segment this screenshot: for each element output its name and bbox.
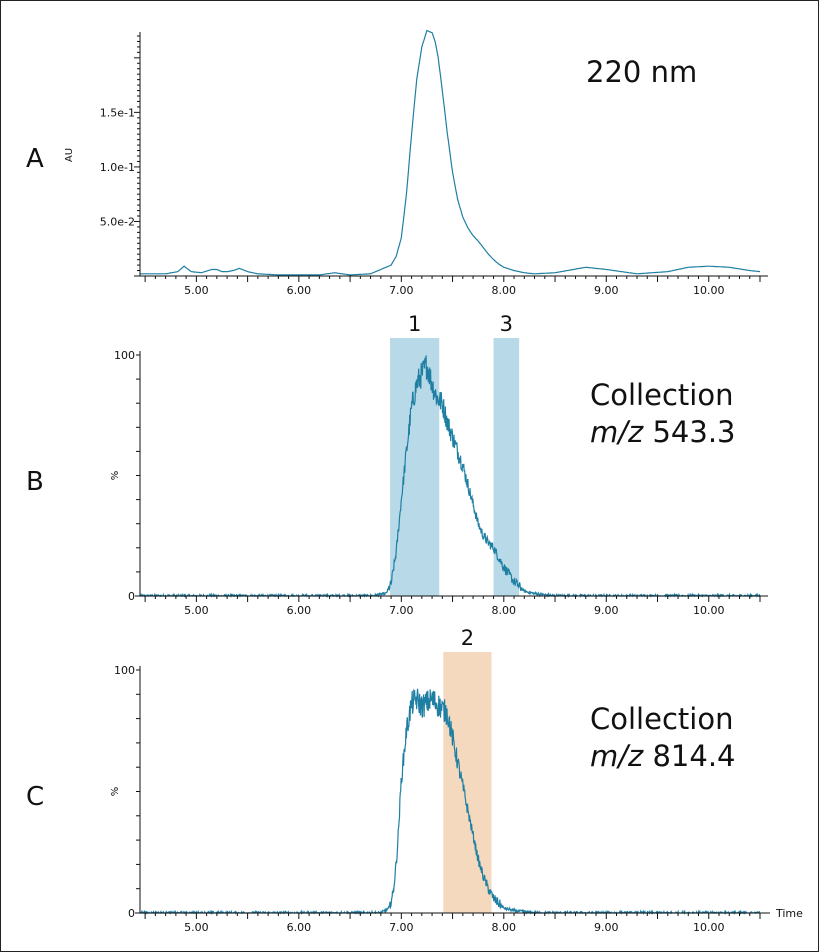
x-tick-label: 9.00 — [594, 921, 619, 934]
fraction-3-label: 3 — [500, 312, 513, 336]
y-tick-label: 5.0e-2 — [100, 215, 135, 228]
y-tick-label: 100 — [114, 664, 135, 677]
fraction-1-label: 1 — [408, 312, 421, 336]
x-tick-label: 5.00 — [184, 604, 209, 617]
y-tick-label: 100 — [114, 349, 135, 362]
x-tick-label: 9.00 — [594, 604, 619, 617]
mz-annotation: m/z 543.3 — [590, 415, 736, 449]
x-tick-label: 10.00 — [693, 604, 725, 617]
mz-symbol: m/z — [590, 415, 644, 449]
x-tick-label: 6.00 — [287, 604, 312, 617]
x-tick-label: 8.00 — [492, 921, 517, 934]
mz-symbol: m/z — [590, 739, 644, 773]
y-tick-label: 1.5e-1 — [100, 106, 135, 119]
y-tick-label: 0 — [128, 590, 135, 603]
mz-value: 543.3 — [643, 415, 735, 449]
time-axis-label: Time — [775, 907, 803, 920]
x-tick-label: 6.00 — [287, 284, 312, 297]
collection-annotation: Collection — [590, 702, 733, 736]
panel-letter: C — [26, 782, 44, 812]
panel-letter: B — [26, 467, 44, 497]
x-tick-label: 10.00 — [693, 921, 725, 934]
trace-a — [140, 29, 761, 276]
panel-b: 1 3 5.00 6.00 7.00 8.00 9.00 10.00 0 100% B Collect… — [26, 312, 768, 617]
y-axis-label: % — [110, 471, 121, 481]
y-tick-label: 1.0e-1 — [100, 161, 135, 174]
mz-annotation: m/z 814.4 — [590, 739, 736, 773]
panel-a: 5.00 6.00 7.00 8.00 9.00 10.00 5.0e-2 1.0e-1 1.5… — [26, 29, 768, 297]
x-tick-label: 5.00 — [184, 921, 209, 934]
x-tick-label: 7.00 — [389, 284, 414, 297]
x-tick-label: 7.00 — [389, 604, 414, 617]
x-tick-label: 8.00 — [492, 284, 517, 297]
x-tick-label: 7.00 — [389, 921, 414, 934]
x-tick-label: 9.00 — [594, 284, 619, 297]
wavelength-annotation: 220 nm — [586, 55, 697, 89]
x-tick-label: 10.00 — [693, 284, 725, 297]
fraction-2-band — [443, 652, 492, 913]
x-tick-label: 6.00 — [287, 921, 312, 934]
y-tick-label: 0 — [128, 907, 135, 920]
y-axis-label: % — [110, 787, 121, 797]
x-tick-label: 8.00 — [492, 604, 517, 617]
fraction-1-band — [390, 338, 440, 596]
x-tick-label: 5.00 — [184, 284, 209, 297]
panel-letter: A — [26, 144, 44, 174]
fraction-2-label: 2 — [461, 626, 474, 650]
y-axis-label: AU — [64, 148, 75, 162]
mz-value: 814.4 — [643, 739, 735, 773]
panel-c: 2 5.00 6.00 7.00 8.00 9.00 10.00 0 100% C Collecti… — [26, 626, 770, 934]
trace-c — [140, 688, 761, 916]
collection-annotation: Collection — [590, 378, 733, 412]
fraction-3-band — [493, 338, 520, 596]
